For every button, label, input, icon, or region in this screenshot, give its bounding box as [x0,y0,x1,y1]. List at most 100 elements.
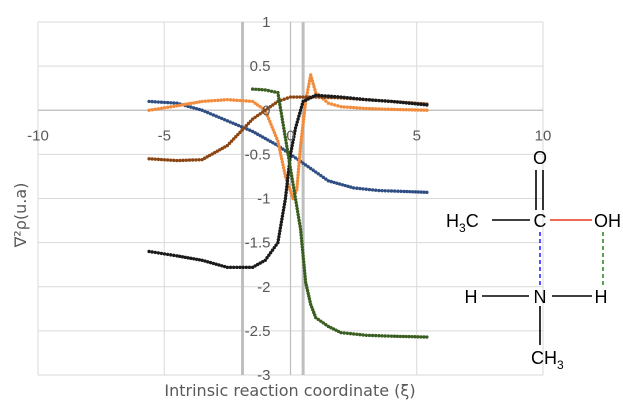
atom-h3c-h: H [446,211,459,231]
series-3-point [284,187,289,192]
atom-h-left: H [465,287,478,307]
series-1-point [339,105,343,109]
x-tick-label: -5 [158,127,171,144]
series-1-point [370,107,375,111]
series-4-point [289,171,293,175]
series-4-point [413,335,417,339]
series-3-point [345,95,350,100]
series-2-point [202,156,207,160]
series-0-point [258,133,262,138]
series-4-point [319,319,323,323]
series-1-point [244,99,249,103]
series-4-point [278,102,282,107]
series-2-point [238,130,242,135]
x-axis-label: Intrinsic reaction coordinate (ξ) [164,381,415,400]
series-3-point [361,97,365,102]
series-1 [147,73,429,201]
series-0-point [389,189,394,193]
series-4-point [273,90,277,94]
series-4-point [419,335,423,339]
series-4-point [374,333,378,338]
series-2-point [184,158,189,162]
series-2-point [266,106,270,111]
series-3-point [301,99,305,104]
series-4-point [250,87,255,91]
series-0-point [413,190,418,194]
series-1-point [380,107,384,111]
series-1-point [425,108,429,112]
series-3-point [295,120,299,124]
series-1-point [364,106,368,111]
series-3-point [364,97,368,102]
y-tick-label: 0.5 [250,58,271,75]
series-1-point [241,99,245,103]
series-4-point [348,331,353,336]
series-3-point [339,95,343,99]
series-4-point [266,88,271,93]
series-3-point [413,102,417,106]
series-0-point [253,131,257,135]
series-2-point [150,157,154,161]
series-3-point [281,211,285,215]
series-4-point [367,333,372,338]
series-0-point [248,128,252,132]
series-3-point [380,99,384,103]
series-4-point [283,132,287,136]
series-4-point [395,334,400,339]
series-1-point [197,100,202,104]
series-3-point [267,253,271,257]
series-2-point [200,157,204,162]
series-3-point [370,98,375,102]
series-0-point [399,189,403,194]
series-1-point [172,104,176,109]
series-0-point [147,99,151,104]
series-1-point [272,131,277,135]
series-1-point [351,105,356,110]
series-1-point [395,107,400,112]
series-1-point [276,139,280,143]
series-1-point [309,76,314,80]
series-0-point [314,170,318,174]
series-1-point [298,152,302,157]
series-3-point [348,96,353,100]
series-3-point [377,98,381,103]
series-4-point [284,141,288,145]
series-3-point [317,93,321,98]
atom-ch3-sub: 3 [557,358,564,372]
series-1-point [295,187,299,192]
series-1-point [383,107,387,111]
series-0-point [337,182,342,186]
series-4-point [286,150,290,154]
series-0-point [175,101,179,105]
series-0-point [255,132,260,136]
series-4-point [282,126,286,130]
series-1-point [255,103,260,107]
series-3-point [253,264,257,268]
series-4-point [302,262,306,267]
series-1-point [324,99,328,103]
series-3-point [231,265,236,270]
series-4-point [287,156,291,160]
atom-h-right: H [595,287,608,307]
series-3-point [342,95,346,100]
series-1-point [275,136,279,141]
series-2-point [246,121,251,126]
series-3-point [276,237,281,242]
series-4-point [291,183,295,187]
series-2-point [205,155,209,159]
series-3-point [303,98,308,102]
series-1-point [209,99,214,103]
series-1-point [180,103,185,107]
series-4-point [303,277,308,282]
series-1-point [301,120,305,124]
series-4-point [351,332,356,336]
y-tick-label: 1 [262,14,270,31]
series-4-point [281,120,285,125]
series-3-point [277,232,282,236]
series-0-point [370,188,375,192]
atom-h3c-c: C [466,211,479,231]
series-3-point [323,94,327,98]
series-3-point [286,176,290,180]
series-3-point [208,260,213,265]
series-2-point [210,152,214,156]
